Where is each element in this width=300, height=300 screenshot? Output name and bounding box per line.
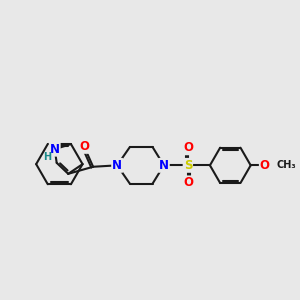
- Text: CH₃: CH₃: [277, 160, 296, 170]
- Text: S: S: [184, 159, 192, 172]
- Text: N: N: [112, 159, 122, 172]
- Text: O: O: [183, 176, 193, 189]
- Text: N: N: [159, 159, 169, 172]
- Text: N: N: [50, 143, 60, 156]
- Text: O: O: [79, 140, 89, 153]
- Text: O: O: [183, 141, 193, 154]
- Text: O: O: [260, 159, 270, 172]
- Text: H: H: [43, 152, 51, 162]
